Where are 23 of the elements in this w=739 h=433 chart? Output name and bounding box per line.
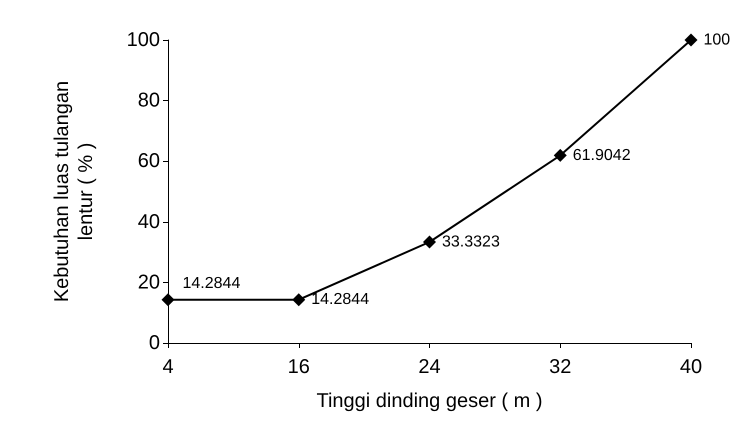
x-axis-title: Tinggi dinding geser ( m ): [316, 390, 543, 412]
x-tick-label: 40: [680, 356, 702, 378]
data-label: 14.2844: [182, 275, 240, 292]
y-tick-label: 80: [138, 90, 160, 112]
point: [423, 236, 436, 249]
point: [162, 293, 174, 306]
x-tick-label: 4: [162, 356, 174, 378]
x-tick-label: 32: [549, 356, 572, 378]
point: [554, 148, 567, 162]
x-tick-label: 16: [288, 356, 310, 378]
data-label: 100: [704, 32, 730, 48]
y-tick-label: 20: [138, 271, 160, 294]
y-tick-label: 60: [138, 150, 160, 172]
point: [292, 293, 306, 306]
y-axis-title: Kebutuhan luas tulangan lentur ( % ): [51, 80, 97, 302]
point: [684, 34, 698, 46]
x-tick-label: 24: [418, 356, 441, 378]
y-tick-label: 40: [138, 210, 160, 233]
data-label: 33.3323: [442, 234, 500, 251]
y-tick-label: 0: [148, 332, 160, 354]
y-tick-label: 100: [126, 29, 160, 51]
data-label: 61.9042: [572, 146, 631, 164]
data-label: 14.2844: [311, 291, 370, 308]
